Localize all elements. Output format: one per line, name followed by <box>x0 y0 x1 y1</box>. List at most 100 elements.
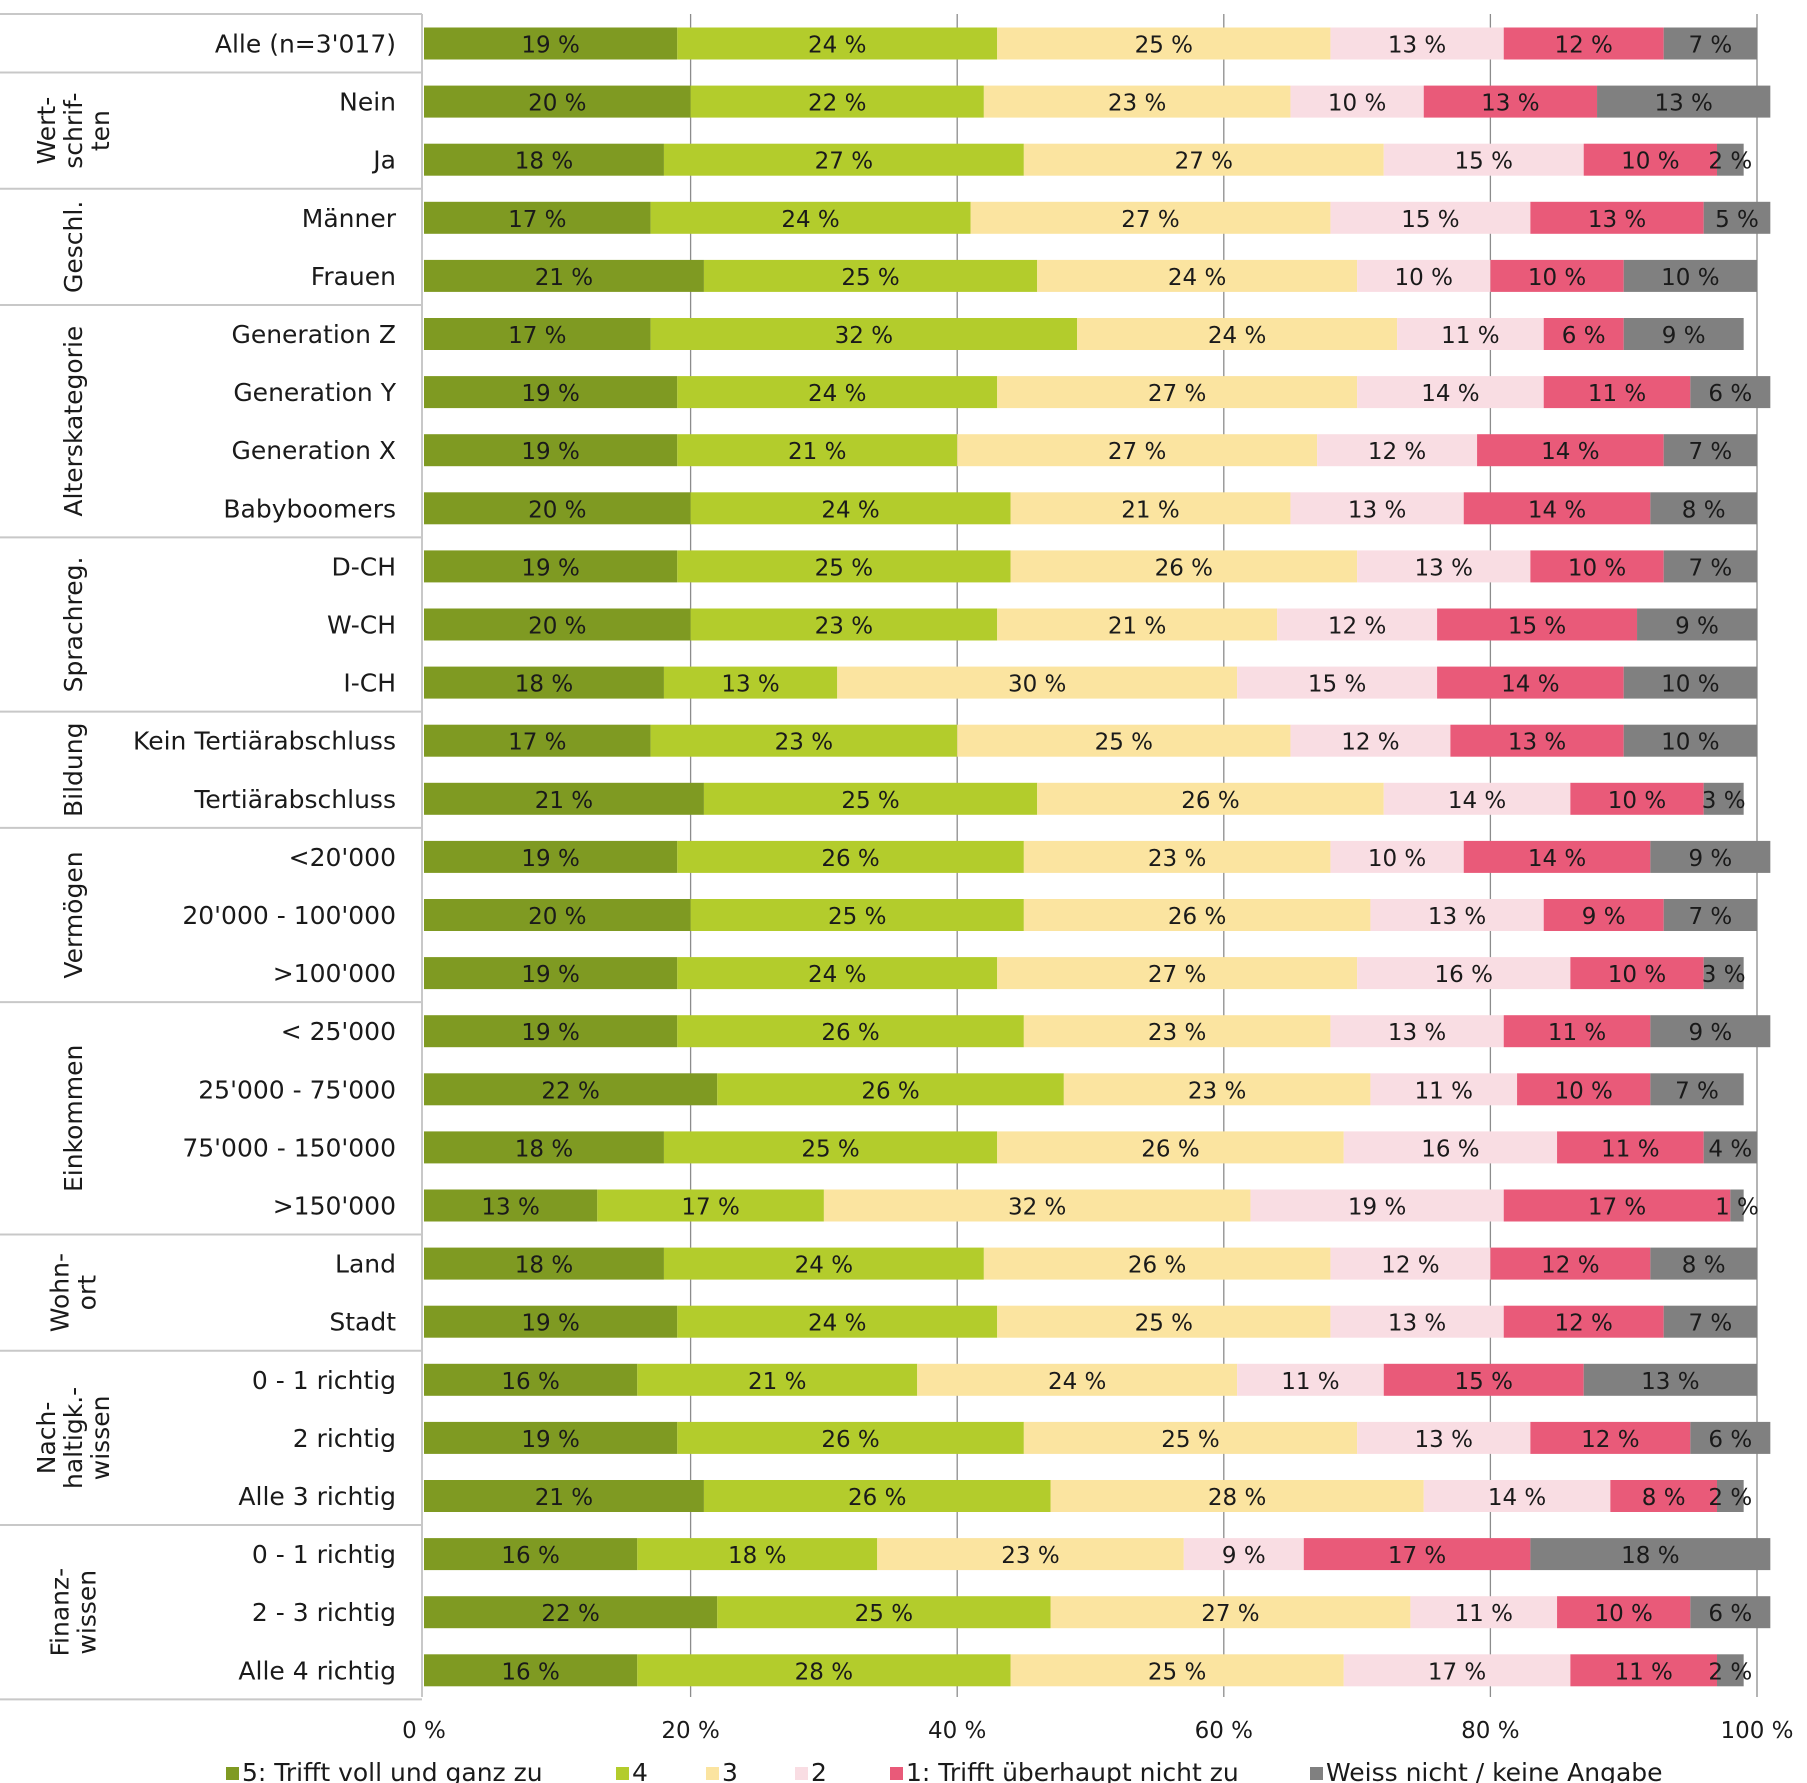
row-label: <20'000 <box>289 843 396 872</box>
data-label: 9 % <box>1675 614 1719 640</box>
row-label: 0 - 1 richtig <box>252 1540 396 1569</box>
data-label: 27 % <box>1148 962 1206 988</box>
bar-segment <box>1037 782 1384 815</box>
data-label: 25 % <box>815 555 873 581</box>
data-label: 15 % <box>1508 614 1566 640</box>
group-label: Vermögen <box>59 851 88 978</box>
data-label: 9 % <box>1662 323 1706 349</box>
data-label: 12 % <box>1341 730 1399 756</box>
bar-segment <box>637 1654 1011 1687</box>
bar-segment <box>970 201 1331 234</box>
data-label: 7 % <box>1688 904 1732 930</box>
bar-segment <box>837 666 1238 699</box>
bar-segment <box>1663 899 1757 931</box>
bar-segment <box>957 434 1318 467</box>
bar-segment <box>1650 1073 1744 1106</box>
bar-segment <box>1690 1421 1771 1454</box>
data-label: 11 % <box>1281 1369 1339 1395</box>
bar-segment <box>424 1073 718 1106</box>
bar-segment <box>637 1363 918 1396</box>
data-label: 10 % <box>1661 265 1719 291</box>
data-label: 28 % <box>795 1659 853 1685</box>
bar-segment <box>677 376 998 409</box>
bar-segment <box>424 85 691 118</box>
data-label: 19 % <box>1348 1195 1406 1221</box>
bar-segment <box>677 27 998 60</box>
data-label: 6 % <box>1708 1427 1752 1453</box>
bar-segment <box>1463 840 1651 873</box>
data-label: 16 % <box>501 1659 559 1685</box>
data-label: 11 % <box>1601 1136 1659 1162</box>
data-label: 10 % <box>1395 265 1453 291</box>
bar-segment <box>424 1015 678 1048</box>
group-label: wissen <box>86 1396 115 1481</box>
data-label: 17 % <box>508 730 566 756</box>
data-label: 14 % <box>1541 439 1599 465</box>
data-label: 30 % <box>1008 672 1066 698</box>
bar-segment <box>1290 85 1424 118</box>
data-label: 13 % <box>1388 33 1446 59</box>
bar-segment <box>424 143 664 176</box>
row-label: I-CH <box>343 669 396 698</box>
data-label: 25 % <box>801 1136 859 1162</box>
bar-segment <box>1450 724 1624 757</box>
data-label: 18 % <box>515 1136 573 1162</box>
data-label: 20 % <box>528 497 586 523</box>
data-label: 19 % <box>521 962 579 988</box>
data-label: 8 % <box>1682 1253 1726 1279</box>
legend-swatch <box>1310 1767 1323 1780</box>
data-label: 12 % <box>1328 614 1386 640</box>
data-label: 26 % <box>1181 788 1239 814</box>
group-label: haltigk.- <box>59 1387 88 1489</box>
data-label: 23 % <box>815 614 873 640</box>
bar-segment <box>424 318 651 350</box>
row-label: >150'000 <box>273 1192 396 1221</box>
bar-segment <box>1343 1654 1571 1687</box>
bar-segment <box>424 724 651 757</box>
data-label: 13 % <box>1388 1020 1446 1046</box>
bar-segment <box>424 840 678 873</box>
bar-segment <box>1557 1596 1691 1629</box>
bar-segment <box>1503 1189 1731 1222</box>
data-label: 23 % <box>1108 91 1166 117</box>
bar-segment <box>650 318 1078 350</box>
bar-segment <box>424 376 678 409</box>
data-label: 13 % <box>1588 207 1646 233</box>
row-label: Nein <box>339 88 396 117</box>
data-label: 16 % <box>501 1369 559 1395</box>
bar-segment <box>717 1073 1064 1106</box>
data-label: 32 % <box>1008 1195 1066 1221</box>
bar-segment <box>1237 666 1438 699</box>
bar-segment <box>424 201 651 234</box>
data-label: 25 % <box>1161 1427 1219 1453</box>
data-label: 13 % <box>1508 730 1566 756</box>
data-label: 18 % <box>515 672 573 698</box>
data-label: 11 % <box>1441 323 1499 349</box>
row-label: Tertiärabschluss <box>193 785 396 814</box>
bar-segment <box>650 201 971 234</box>
bar-segment <box>424 1654 638 1687</box>
data-label: 9 % <box>1688 846 1732 872</box>
legend-swatch <box>706 1767 719 1780</box>
group-label: Alterskategorie <box>59 326 88 517</box>
bar-segment <box>703 1480 1051 1512</box>
data-label: 24 % <box>821 497 879 523</box>
legend-label: 5: Trifft voll und ganz zu <box>242 1758 543 1783</box>
data-label: 32 % <box>835 323 893 349</box>
bar-segment <box>424 957 678 990</box>
data-label: 2 % <box>1708 1485 1752 1511</box>
data-label: 13 % <box>1481 91 1539 117</box>
data-label: 16 % <box>1421 1136 1479 1162</box>
data-label: 25 % <box>1135 33 1193 59</box>
x-tick-label: 80 % <box>1461 1718 1519 1744</box>
bar-segment <box>1663 434 1757 467</box>
data-label: 19 % <box>521 1427 579 1453</box>
bar-segment <box>1583 143 1718 176</box>
row-label: 0 - 1 richtig <box>252 1366 396 1395</box>
data-label: 22 % <box>541 1078 599 1104</box>
bar-segment <box>424 666 664 699</box>
bar-segment <box>1370 1073 1518 1106</box>
data-label: 26 % <box>1141 1136 1199 1162</box>
data-label: 12 % <box>1541 1253 1599 1279</box>
